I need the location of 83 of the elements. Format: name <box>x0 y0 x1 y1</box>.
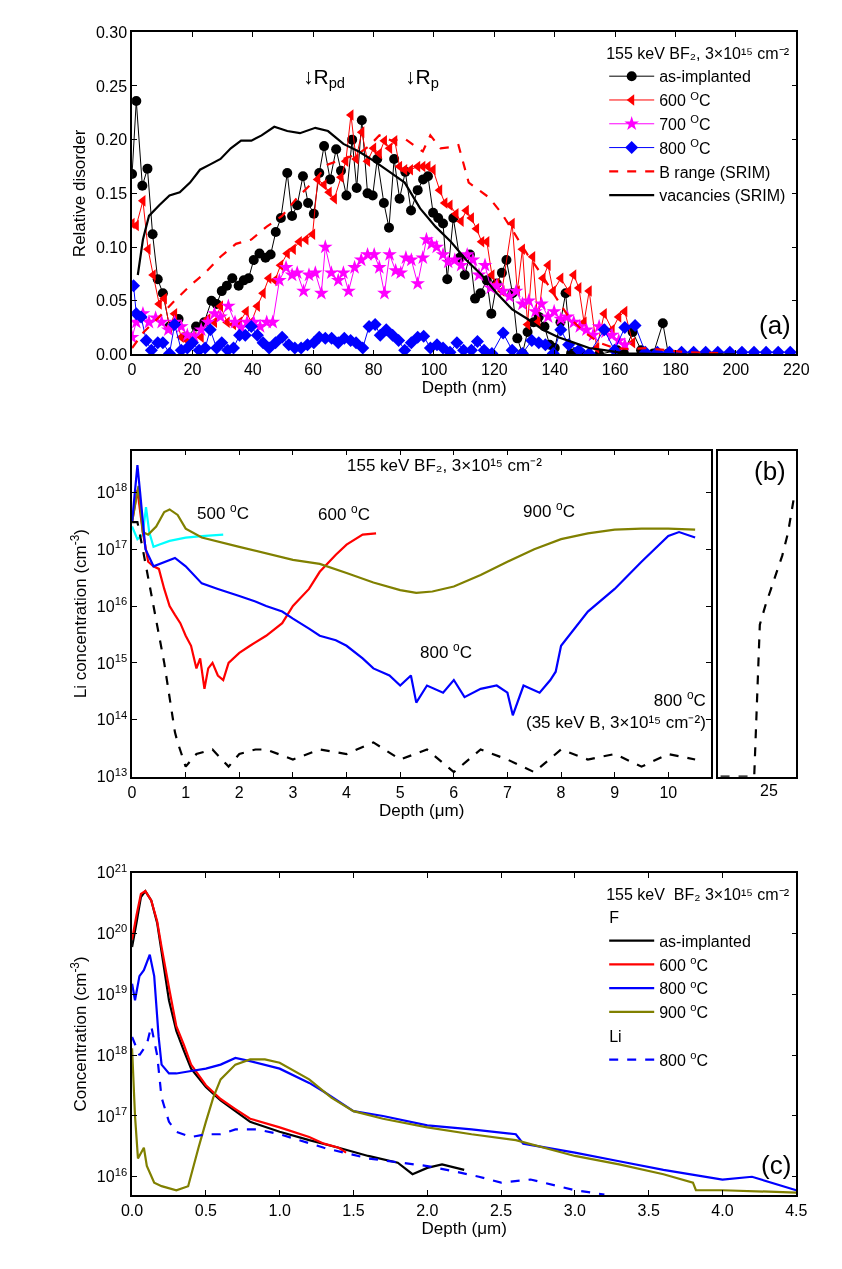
x-tick-label: 4 <box>342 783 352 801</box>
x-tick-label: 80 <box>364 361 383 379</box>
x-tick-label: 0.5 <box>194 1202 218 1219</box>
y-tick-label: 10$^{16}$ <box>96 594 128 615</box>
annotation: 155 keV BF₂, 3×10¹⁵ cm⁻² <box>347 456 543 475</box>
x-axis-title: Depth (nm) <box>421 378 507 398</box>
annotation: F <box>609 908 620 926</box>
x-tick-label: 60 <box>304 361 323 379</box>
x-tick-label: 8 <box>556 783 566 801</box>
x-tick-label: 2.5 <box>489 1202 513 1219</box>
x-tick-label: 6 <box>449 783 459 801</box>
annotation: ↓R$_{pd}$ <box>303 65 346 92</box>
y-tick-label: 10$^{21}$ <box>96 861 128 882</box>
y-tick-label: 0.20 <box>95 131 128 149</box>
y-tick-label: 0.30 <box>95 23 128 41</box>
y-tick-label: 10$^{16}$ <box>96 1165 128 1186</box>
legend-title: 155 keV BF₂, 3×10¹⁵ cm⁻² <box>606 45 790 63</box>
x-tick-label: 3 <box>288 783 298 801</box>
y-tick-label: 0.10 <box>95 238 128 256</box>
x-tick-label: 5 <box>395 783 405 801</box>
annotation: 800 $^{o}$C <box>420 640 472 663</box>
x-tick-label: 200 <box>722 361 750 379</box>
x-tick-label: 120 <box>481 361 508 379</box>
x-tick-label: 1.5 <box>342 1202 365 1219</box>
y-tick-label: 0.15 <box>95 184 128 202</box>
legend-label: 900 $^{o}$C <box>659 1001 709 1022</box>
x-tick-label: 140 <box>541 361 569 379</box>
x-tick-label: 0.0 <box>120 1202 144 1219</box>
x-tick-label: 1 <box>181 783 191 801</box>
legend-label: 800 $^{o}$C <box>659 977 709 998</box>
y-tick-label: 0.25 <box>95 77 128 95</box>
y-tick-label: 10$^{18}$ <box>96 1044 128 1064</box>
x-tick-label: 220 <box>782 361 810 379</box>
y-tick-label: 10$^{18}$ <box>96 481 128 501</box>
x-tick-label: 20 <box>183 361 202 379</box>
x-tick-label: 180 <box>662 361 689 379</box>
annotation: 900 $^{o}$C <box>523 499 575 522</box>
x-tick-label: 0 <box>127 783 137 801</box>
legend-label: as-implanted <box>659 932 751 950</box>
legend-label: 600 $^{O}$C <box>659 89 711 110</box>
annotation: (a) <box>759 310 791 340</box>
y-tick-label: 10$^{15}$ <box>96 651 128 672</box>
x-tick-label: 7 <box>502 783 512 801</box>
legend-label: as-implanted <box>659 68 751 86</box>
y-tick-label: 10$^{13}$ <box>96 765 128 786</box>
text: (b) <box>754 456 786 486</box>
y-tick-label: 0.05 <box>95 292 128 310</box>
x-axis-title: Depth (μm) <box>378 800 465 820</box>
legend-label: 600 $^{o}$C <box>659 953 709 974</box>
annotation: Li <box>609 1027 622 1045</box>
x-tick-label: 2.0 <box>416 1202 439 1219</box>
annotation: 800 $^{o}$C (35 keV B, 3×10¹⁵ cm⁻²) <box>526 688 706 733</box>
x-tick-label: 1.0 <box>268 1202 291 1219</box>
text: 25 <box>760 782 778 799</box>
x-tick-label: 3.0 <box>563 1202 587 1219</box>
x-tick-label: 10 <box>659 783 678 801</box>
x-tick-label: 2 <box>234 783 244 801</box>
x-tick-label: 4.5 <box>785 1202 808 1219</box>
annotation: 600 $^{o}$C <box>318 502 370 525</box>
x-axis-title: Depth (μm) <box>421 1219 507 1238</box>
y-tick-label: 10$^{20}$ <box>96 922 128 943</box>
x-tick-label: 40 <box>243 361 262 379</box>
legend-label: 700 $^{O}$C <box>659 113 711 134</box>
x-tick-label: 4.0 <box>711 1202 734 1219</box>
y-axis-title: Relative disorder <box>70 129 90 258</box>
legend-label: 800 $^{o}$C <box>659 1049 709 1069</box>
x-tick-label: 9 <box>610 783 620 801</box>
x-tick-label: 160 <box>601 361 629 379</box>
legend-label: 800 $^{O}$C <box>659 137 711 157</box>
legend-label: vacancies (SRIM) <box>659 187 786 205</box>
y-tick-label: 10$^{17}$ <box>96 538 128 558</box>
legend-title: 155 keV BF₂ 3×10¹⁵ cm⁻² <box>606 885 790 903</box>
y-tick-label: 10$^{19}$ <box>96 983 128 1003</box>
y-tick-label: 0.00 <box>95 346 128 364</box>
annotation: ↓R$_{p}$ <box>405 65 439 92</box>
y-tick-label: 10$^{14}$ <box>96 708 128 729</box>
x-tick-label: 100 <box>420 361 448 379</box>
y-tick-label: 10$^{17}$ <box>96 1104 128 1125</box>
annotation: (c) <box>761 1150 792 1180</box>
annotation: 500 $^{o}$C <box>197 501 249 524</box>
x-tick-label: 3.5 <box>637 1202 660 1219</box>
legend-label: B range (SRIM) <box>659 163 771 181</box>
x-tick-label: 0 <box>127 361 137 379</box>
